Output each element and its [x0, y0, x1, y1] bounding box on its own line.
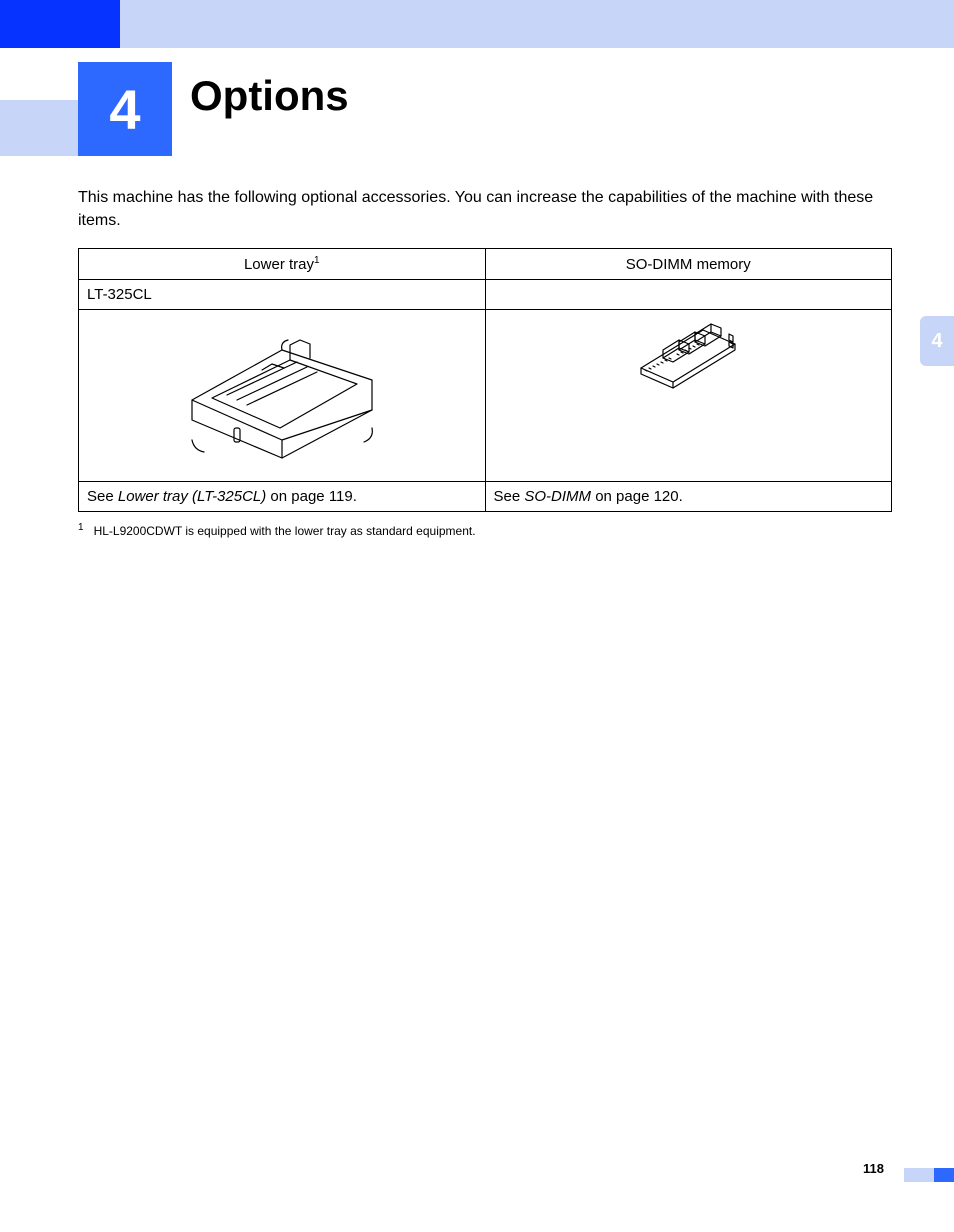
sodimm-icon — [633, 310, 743, 390]
options-table: Lower tray1 SO-DIMM memory LT-325CL — [78, 248, 892, 512]
footer-accent-blue — [934, 1168, 954, 1182]
section-thumb-tab: 4 — [920, 316, 954, 366]
header-light-bar — [120, 0, 954, 48]
chapter-number: 4 — [109, 77, 140, 142]
model-cell — [485, 280, 892, 310]
col-header: Lower tray1 — [79, 249, 486, 280]
col-header-text: SO-DIMM memory — [626, 256, 751, 273]
table-row: LT-325CL — [79, 280, 892, 310]
footnote-text: HL-L9200CDWT is equipped with the lower … — [94, 524, 476, 538]
header-accent-bar — [0, 0, 120, 48]
model-cell: LT-325CL — [79, 280, 486, 310]
col-header-text: Lower tray — [244, 256, 314, 273]
chapter-title: Options — [190, 72, 349, 120]
illustration-cell — [79, 310, 486, 482]
footnote-number: 1 — [78, 522, 84, 533]
reference-cell: See Lower tray (LT-325CL) on page 119. — [79, 482, 486, 512]
col-header-sup: 1 — [314, 255, 320, 266]
chapter-number-block: 4 — [78, 62, 172, 156]
col-header: SO-DIMM memory — [485, 249, 892, 280]
table-row: See Lower tray (LT-325CL) on page 119. S… — [79, 482, 892, 512]
ref-suffix: on page 119. — [266, 488, 357, 505]
table-row: Lower tray1 SO-DIMM memory — [79, 249, 892, 280]
footnote: 1 HL-L9200CDWT is equipped with the lower… — [78, 522, 476, 538]
section-thumb-number: 4 — [931, 330, 942, 353]
ref-italic: Lower tray (LT-325CL) — [118, 488, 266, 505]
intro-paragraph: This machine has the following optional … — [78, 186, 894, 232]
ref-prefix: See — [494, 488, 525, 505]
page-number: 118 — [863, 1161, 884, 1176]
ref-suffix: on page 120. — [591, 488, 683, 505]
illustration-cell — [485, 310, 892, 482]
chapter-accent-left — [0, 100, 78, 156]
lower-tray-icon — [172, 310, 392, 460]
ref-prefix: See — [87, 488, 118, 505]
reference-cell: See SO-DIMM on page 120. — [485, 482, 892, 512]
ref-italic: SO-DIMM — [524, 488, 591, 505]
table-row — [79, 310, 892, 482]
